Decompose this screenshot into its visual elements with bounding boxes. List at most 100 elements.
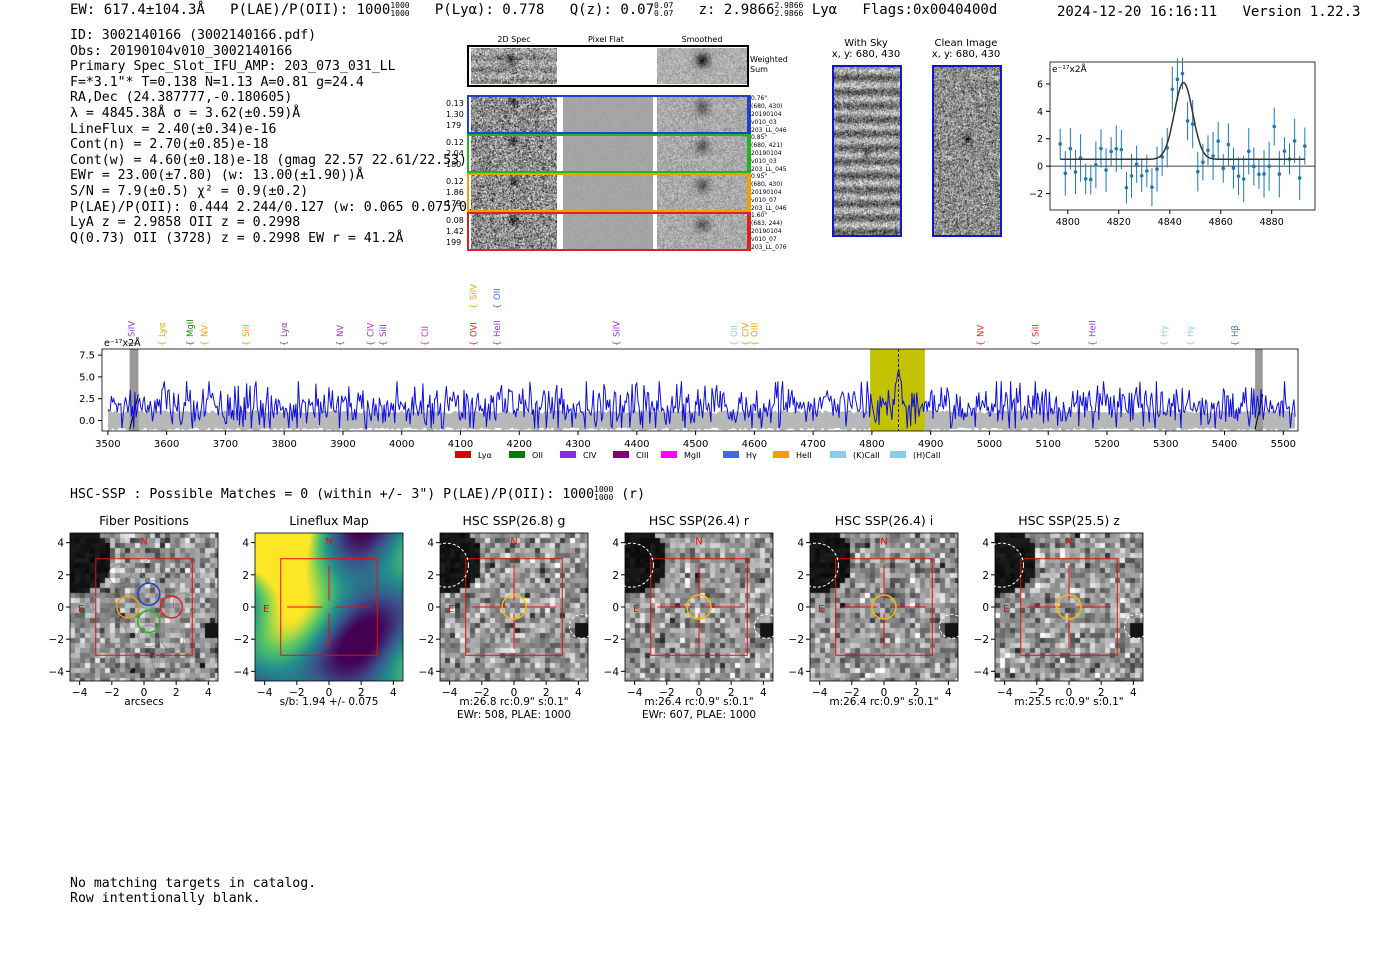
- search-box: [280, 558, 378, 656]
- info-line: RA,Dec (24.387777,-0.180605): [70, 90, 293, 106]
- version: Version 1.22.3: [1242, 4, 1361, 20]
- fiber-stat: 1.42: [446, 227, 464, 236]
- spectrum-xtick-label: 4900: [918, 439, 943, 450]
- fiber-stat: 0.13: [446, 99, 464, 108]
- zoom-data-point: [1257, 172, 1261, 177]
- zoom-data-point: [1119, 147, 1124, 152]
- fiber-stat: 180: [446, 160, 462, 169]
- fiber-cutout: [471, 214, 557, 249]
- weighted-sum-cutout: [471, 48, 557, 84]
- spectral-line-bracket: {: [493, 341, 503, 346]
- hsc-panel-overlay: N E −4 4 −2 2 0 0 2 −2 4 −4: [49, 532, 219, 699]
- hsc-ytick-label: 4: [427, 538, 434, 550]
- legend-swatch: [890, 451, 906, 458]
- spectral-line-name: SiIV: [469, 284, 479, 300]
- spectral-line-bracket: {: [493, 304, 503, 309]
- hsc-xtick-label: −2: [474, 687, 489, 699]
- hsc-panel-overlay: N E −4 4 −2 2 0 0 2 −2 4 −4: [604, 532, 780, 699]
- weighted-sum-frame: [467, 45, 749, 87]
- zoom-data-point: [1175, 77, 1180, 82]
- hsc-panel-image: [810, 533, 958, 681]
- spectral-line-name: CII: [421, 326, 431, 337]
- legend-label: HeII: [796, 451, 812, 460]
- info-line: Primary Spec_Slot_IFU_AMP: 203_073_031_L…: [70, 59, 396, 75]
- spectral-line-bracket: {: [186, 341, 196, 346]
- fiber-circle-highlight: [159, 595, 184, 619]
- spectral-line-label: NV {: [200, 325, 210, 346]
- hsc-ytick-label: 2: [242, 570, 249, 582]
- fiber-row-marker: [749, 173, 751, 212]
- hsc-ytick-label: 2: [57, 570, 64, 582]
- zoom-fit-curve: [1060, 81, 1305, 161]
- zoom-data-point: [1063, 171, 1068, 176]
- legend-swatch: [723, 451, 739, 458]
- hsc-panel-caption: m:26.4 rc:0.9" s:0.1": [644, 696, 754, 708]
- fiber-meta: (683, 244): [751, 220, 783, 227]
- spectral-line-name: Hγ: [1186, 326, 1196, 337]
- spectral-line-label: CIV {: [742, 323, 752, 346]
- north-marker: N: [510, 536, 517, 547]
- ew-value: EW: 617.4±104.3Å: [70, 2, 205, 18]
- fiber-meta: v010_07: [751, 236, 777, 243]
- hsc-xtick-label: 2: [728, 687, 735, 699]
- spectrum-xtick-label: 5300: [1153, 439, 1178, 450]
- hsc-panel-overlay: N E −4 4 −2 2 0 0 2 −2 4 −4: [789, 532, 965, 699]
- zoom-data-point: [1292, 139, 1297, 143]
- hsc-xtick-label: −2: [844, 687, 859, 699]
- hsc-ytick-label: 0: [797, 602, 804, 614]
- fiber-row-stats: 0.08 1.42 199: [446, 215, 464, 248]
- spectrum-axes-frame: [101, 348, 1299, 432]
- fiber-circle: [172, 592, 196, 616]
- fiber-row-stats: 0.12 1.86 179: [446, 176, 464, 209]
- search-box: [95, 558, 193, 656]
- zoom-data-point: [1272, 124, 1277, 129]
- legend-label: CIV: [583, 451, 597, 460]
- spectrum-xtick-label: 5500: [1271, 439, 1296, 450]
- spectral-line-bracket: {: [742, 341, 752, 346]
- hsc-panel-title: HSC SSP(26.4) i: [834, 513, 934, 528]
- plae-lo: 1000: [390, 9, 410, 18]
- hsc-ytick-label: −2: [49, 634, 64, 646]
- spectral-line-bracket: {: [1186, 341, 1196, 346]
- spectral-line-bracket: {: [612, 341, 622, 346]
- hsc-panel-caption-2: EWr: 607, PLAE: 1000: [641, 709, 757, 721]
- zoom-data-point: [1201, 160, 1205, 165]
- spectral-line-label: Hγ {: [1160, 326, 1170, 346]
- fiber-row-meta: 1.60" (683, 244) 20190104 v010_07 203_LL_076: [751, 212, 787, 252]
- z-value: z: 2.9866: [698, 2, 775, 18]
- fiber-meta: 0.76": [751, 95, 768, 102]
- z-lo: 2.9866: [774, 9, 804, 18]
- hsc-xtick-label: −4: [997, 687, 1013, 699]
- spectrum-xtick-label: 5100: [1035, 439, 1060, 450]
- hsc-ytick-label: 0: [612, 602, 619, 614]
- flags-value: Flags:0x0040400d: [862, 2, 998, 18]
- fiber-meta: v010_07: [751, 197, 777, 204]
- fiber-meta: 20190104: [751, 189, 782, 196]
- spectral-line-bracket: {: [1031, 341, 1041, 346]
- hsc-ytick-label: −4: [789, 666, 805, 678]
- fiber-stat: 179: [446, 121, 462, 130]
- search-box: [835, 558, 933, 656]
- hsc-title: HSC-SSP : Possible Matches = 0 (within +…: [70, 486, 645, 503]
- fiber-cutout: [471, 136, 557, 171]
- spectral-line-name: OIII: [750, 323, 760, 337]
- fiber-cutout: [563, 97, 653, 132]
- fiber-row-stats: 0.12 2.04 180: [446, 137, 464, 170]
- fiber-stat: 1.30: [446, 110, 464, 119]
- zoom-data-point: [1277, 172, 1282, 176]
- zoom-ytick-label: 2: [1037, 134, 1043, 145]
- legend-swatch: [613, 451, 629, 458]
- legend-swatch: [773, 451, 789, 458]
- neighbor-ellipse: [939, 613, 965, 639]
- legend-swatch: [455, 451, 471, 458]
- footer-notes: No matching targets in catalog. Row inte…: [70, 876, 316, 906]
- spectral-line-name: MgII: [186, 319, 196, 337]
- zoom-data-point: [1139, 173, 1144, 178]
- hsc-ytick-label: −4: [419, 666, 435, 678]
- spectral-line-bracket: {: [1160, 341, 1170, 346]
- legend-swatch: [509, 451, 525, 458]
- zoom-data-point: [1206, 148, 1210, 153]
- neighbor-ellipse: [754, 613, 780, 639]
- fiber-row-marker: [749, 134, 751, 173]
- zoom-data-point: [1246, 149, 1251, 154]
